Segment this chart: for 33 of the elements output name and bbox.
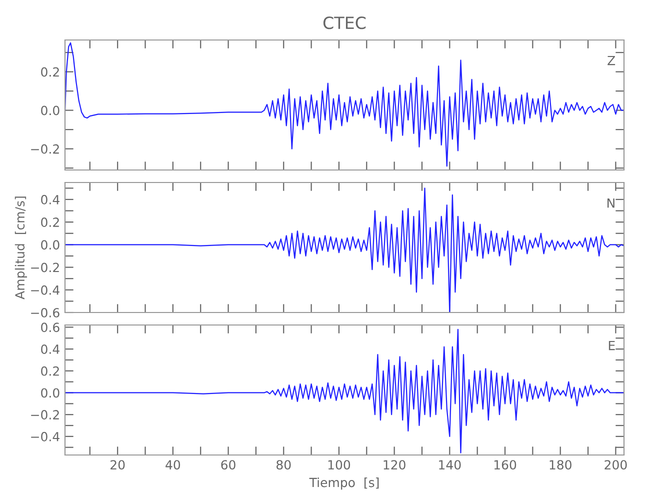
- x-tick-label: 40: [166, 460, 180, 470]
- y-tick-label: −0.4: [31, 285, 60, 295]
- x-tick-label: 100: [328, 460, 350, 470]
- chart-title: CTEC: [323, 16, 366, 30]
- line-series: [65, 42, 624, 167]
- annotation: N: [607, 198, 614, 208]
- x-tick-label: 140: [439, 460, 461, 470]
- x-tick-label: 20: [110, 460, 125, 470]
- x-tick-label: 60: [221, 460, 236, 470]
- x-tick-label: 160: [494, 460, 516, 470]
- y-tick-label: 0.2: [41, 366, 59, 376]
- y-tick-label: −0.2: [31, 144, 59, 154]
- y-tick-label: 0.2: [41, 218, 59, 227]
- y-tick-label: 0.0: [41, 388, 60, 398]
- y-tick-label: −0.2: [31, 410, 59, 420]
- y-tick-label: −0.4: [31, 432, 60, 442]
- x-tick-label: 120: [384, 460, 406, 470]
- y-tick-label: −0.2: [31, 262, 59, 272]
- x-tick-label: 180: [550, 460, 572, 470]
- y-tick-label: 0.2: [41, 67, 59, 77]
- x-tick-label: 200: [604, 460, 627, 470]
- line-series: [65, 328, 624, 454]
- annotation: Z: [608, 56, 616, 66]
- y-axis-title: Amplitud [cm/s]: [14, 196, 28, 300]
- y-tick-label: 0.0: [41, 106, 60, 116]
- annotation: E: [608, 340, 615, 350]
- y-tick-label: 0.4: [41, 194, 60, 204]
- y-tick-label: 0.4: [41, 344, 60, 354]
- y-tick-label: −0.6: [31, 308, 60, 318]
- x-axis-title: Tiempo [s]: [309, 478, 379, 490]
- y-tick-label: 0.6: [41, 322, 60, 332]
- y-tick-label: 0.0: [41, 240, 60, 250]
- x-tick-label: 80: [276, 460, 291, 470]
